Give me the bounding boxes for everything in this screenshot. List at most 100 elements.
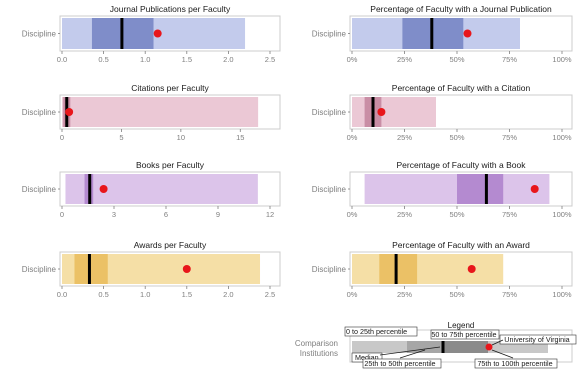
uva-point [530,185,539,193]
legend-label-p0_25: 0 to 25th percentile [346,327,407,336]
x-tick-label: 15 [236,133,244,142]
x-tick-label: 1.5 [182,290,192,299]
legend-category-label: Comparison Institutions [295,339,338,358]
x-tick-label: 75% [502,55,517,64]
x-tick-label: 0.0 [57,290,67,299]
legend-label-box-p75_100 [474,358,558,369]
range-band [352,254,504,284]
iqr-band [74,254,108,284]
legend-label-box-p50_75 [430,329,500,340]
iqr-band [379,254,418,284]
uva-point [463,29,472,38]
x-tick-label: 0% [347,55,358,64]
uva-point [153,29,162,38]
chart-panel-4: Books per Faculty Discipline 0 3 6 9 12 [22,160,281,219]
uva-point [99,185,108,193]
category-label: Discipline [312,265,347,274]
legend-label-box-point [499,334,577,345]
category-label: Discipline [22,185,57,194]
x-tick-label: 2.5 [265,290,275,299]
legend-arrow-median [379,346,441,356]
x-tick-label: 2.0 [223,290,233,299]
legend-title: Legend [448,321,475,330]
chart-title: Percentage of Faculty with a Journal Pub… [370,4,552,14]
x-tick-label: 6 [164,210,168,219]
x-tick-label: 25% [397,290,412,299]
x-tick-label: 0.0 [57,55,67,64]
x-tick-label: 5 [119,133,123,142]
x-tick-label: 10 [177,133,185,142]
chart-panel-2: Citations per Faculty Discipline 0 5 10 15 [22,83,281,142]
uva-point [65,108,74,116]
category-label: Discipline [312,30,347,39]
legend-label-p25_50: 25th to 50th percentile [364,359,435,368]
range-band [65,174,258,204]
chart-panel-0: Journal Publications per Faculty Discipli… [22,4,281,64]
chart-title: Awards per Faculty [134,240,207,250]
chart-title: Percentage of Faculty with a Citation [392,83,531,93]
legend-arrow-25-50 [399,349,426,359]
category-label: Discipline [312,185,347,194]
x-tick-label: 75% [502,133,517,142]
chart-title: Citations per Faculty [131,83,209,93]
uva-point [182,265,191,273]
range-band [62,97,259,127]
chart-title: Percentage of Faculty with a Book [397,160,527,170]
legend-label-box-p25_50 [362,358,442,369]
legend-category-word: Institutions [300,349,338,358]
x-tick-label: 0 [60,210,64,219]
chart-title: Percentage of Faculty with an Award [392,240,530,250]
x-tick-label: 25% [397,210,412,219]
x-tick-label: 50% [449,210,464,219]
legend-label-box-p0_25 [344,326,418,337]
x-tick-label: 50% [449,133,464,142]
x-tick-label: 0% [347,133,358,142]
chart-panel-1: Percentage of Faculty with a Journal Pub… [312,4,573,64]
x-tick-label: 25% [397,55,412,64]
legend-label-p50_75: 50 to 75th percentile [431,330,496,339]
category-label: Discipline [22,265,57,274]
x-tick-label: 0.5 [98,55,108,64]
chart-panel-6: Awards per Faculty Discipline 0.0 0.5 1.0 1.5… [22,240,281,299]
legend-uva-point [485,343,493,351]
iqr-band [457,174,504,204]
x-tick-label: 1.0 [140,55,150,64]
x-tick-label: 100% [552,290,572,299]
x-tick-label: 25% [397,133,412,142]
x-tick-label: 0% [347,290,358,299]
x-tick-label: 50% [449,55,464,64]
x-tick-label: 0 [60,133,64,142]
legend-arrow-point [491,339,504,346]
x-tick-label: 100% [552,55,572,64]
x-tick-label: 1.5 [182,55,192,64]
x-tick-label: 75% [502,210,517,219]
chart-title: Books per Faculty [136,160,205,170]
x-tick-label: 2.0 [223,55,233,64]
legend-category-word: Comparison [295,339,338,348]
legend-band-0-25 [352,341,407,353]
category-label: Discipline [312,108,347,117]
x-tick-label: 12 [266,210,274,219]
uva-point [467,265,476,273]
legend-label-median: Median [355,353,379,362]
x-tick-label: 0.5 [98,290,108,299]
x-tick-label: 1.0 [140,290,150,299]
legend-label-p75_100: 75th to 100th percentile [477,359,552,368]
chart-panel-7: Percentage of Faculty with an Award Disci… [312,240,573,299]
legend: Legend Comparison Institutions 0 to 25th pe… [295,321,577,369]
x-tick-label: 100% [552,133,572,142]
chart-panel-5: Percentage of Faculty with a Book Discipl… [312,160,573,219]
legend-band-50-75 [443,341,488,353]
category-label: Discipline [22,108,57,117]
x-tick-label: 50% [449,290,464,299]
legend-arrow-75-100 [491,349,514,359]
category-label: Discipline [22,30,57,39]
chart-title: Journal Publications per Faculty [110,4,231,14]
x-tick-label: 2.5 [265,55,275,64]
x-tick-label: 75% [502,290,517,299]
uva-point [377,108,386,116]
chart-panel-3: Percentage of Faculty with a Citation Dis… [312,83,573,142]
x-tick-label: 9 [216,210,220,219]
